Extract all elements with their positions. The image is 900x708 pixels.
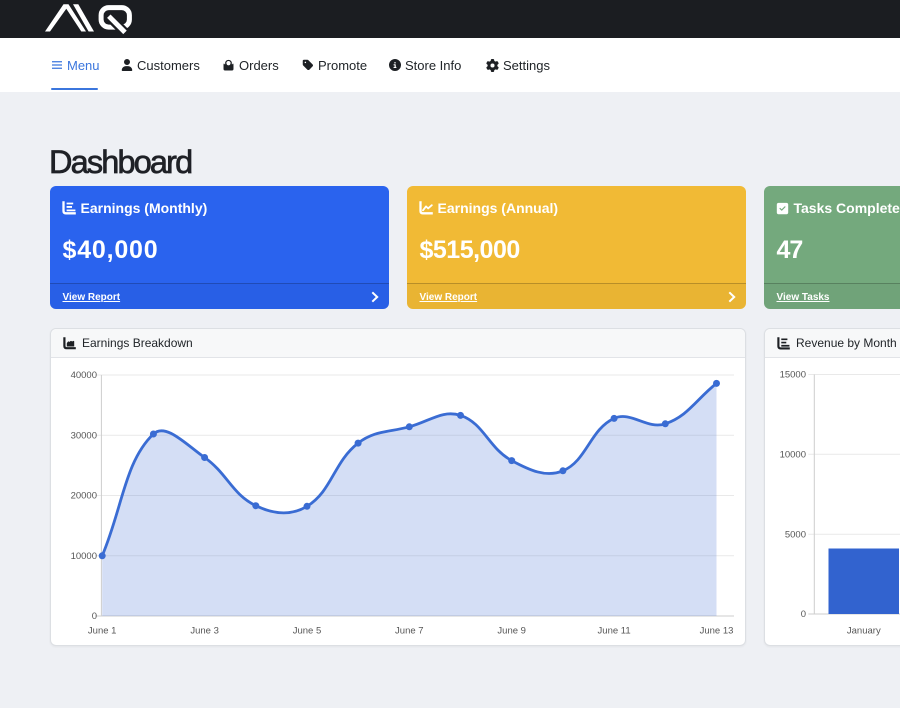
svg-text:June 9: June 9 xyxy=(497,626,526,637)
svg-text:January: January xyxy=(847,626,881,637)
svg-text:20000: 20000 xyxy=(71,491,97,502)
svg-text:0: 0 xyxy=(92,611,97,622)
svg-text:10000: 10000 xyxy=(780,450,806,461)
svg-text:40000: 40000 xyxy=(71,370,97,381)
svg-text:5000: 5000 xyxy=(785,529,806,540)
svg-text:0: 0 xyxy=(801,609,806,620)
svg-text:15000: 15000 xyxy=(780,370,806,381)
svg-text:June 3: June 3 xyxy=(190,626,219,637)
svg-text:June 11: June 11 xyxy=(598,626,631,637)
svg-text:June 13: June 13 xyxy=(700,626,734,637)
svg-text:June 1: June 1 xyxy=(88,626,117,637)
svg-text:30000: 30000 xyxy=(71,431,97,442)
svg-text:June 7: June 7 xyxy=(395,626,424,637)
svg-text:June 5: June 5 xyxy=(293,626,322,637)
svg-text:10000: 10000 xyxy=(71,551,97,562)
